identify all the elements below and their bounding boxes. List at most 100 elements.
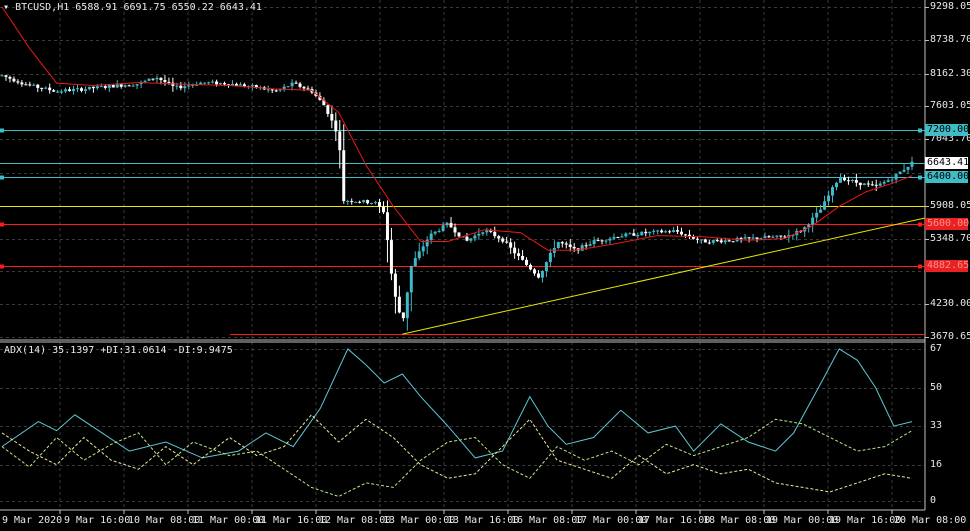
candle-body (413, 258, 417, 267)
candle-body (596, 240, 600, 242)
candle-body (497, 236, 501, 239)
time-axis-label: 10 Mar 08:00 (128, 515, 201, 526)
candle-body (64, 89, 68, 92)
candle-body (791, 235, 795, 237)
candle-body (874, 184, 878, 186)
candle-body (560, 242, 564, 244)
candle-body (652, 230, 656, 232)
candle-body (378, 202, 382, 207)
candle-body (469, 238, 473, 241)
candle-body (846, 180, 850, 182)
candle-body (266, 89, 270, 91)
candle-body (680, 231, 684, 235)
candle-body (703, 239, 707, 243)
price-axis-label: 7603.05 (930, 100, 970, 111)
candle-body (831, 187, 835, 196)
candle-body (123, 85, 127, 87)
candle-body (755, 237, 759, 239)
candle-body (32, 84, 36, 86)
candle-body (747, 237, 751, 239)
candle-body (540, 270, 544, 278)
level-handle-right-0 (918, 128, 922, 133)
candle-body (358, 201, 362, 203)
candle-body (707, 242, 711, 244)
candle-body (878, 183, 882, 186)
plus-di-line (1, 418, 913, 498)
candle-body (536, 273, 540, 278)
indicator-axis-label: 50 (930, 382, 943, 393)
candle-body (823, 201, 827, 210)
candle-body (592, 240, 596, 245)
candle-body (862, 183, 866, 186)
candle-body (40, 87, 44, 89)
indicator-axis-label: 16 (930, 459, 943, 470)
candle-body (656, 230, 660, 232)
candle-body (672, 230, 676, 232)
time-axis-label: 19 Mar 00:00 (766, 515, 839, 526)
time-axis-label: 13 Mar 00:00 (383, 515, 456, 526)
candle-body (529, 264, 533, 270)
candle-body (433, 231, 437, 234)
candle-body (751, 237, 755, 239)
candle-body (250, 85, 254, 87)
time-axis-label: 9 Mar 16:00 (64, 515, 131, 526)
candle-body (807, 224, 811, 228)
chart-collapse-icon[interactable]: ▾ (3, 2, 10, 13)
candle-body (588, 244, 592, 246)
candle-body (604, 240, 608, 242)
candle-body (298, 83, 302, 87)
candle-body (723, 240, 727, 243)
indicator-header: ADX(14) 35.1397 +DI:31.0614 -DI:9.9475 (4, 345, 233, 356)
candle-body (505, 241, 509, 243)
candle-body (906, 166, 910, 170)
candle-body (143, 80, 147, 82)
candle-body (401, 312, 405, 319)
candle-body (819, 209, 823, 213)
candle-body (318, 95, 322, 101)
candle-body (52, 90, 56, 92)
candle-body (366, 200, 370, 204)
candle-body (56, 91, 60, 93)
time-axis-label: 17 Mar 16:00 (638, 515, 711, 526)
candle-body (215, 81, 219, 85)
candle-body (485, 230, 489, 233)
time-axis-label: 17 Mar 00:00 (575, 515, 648, 526)
candle-body (234, 83, 238, 86)
candle-body (441, 225, 445, 231)
level-handle-left-1 (0, 175, 4, 180)
time-axis-label: 12 Mar 08:00 (319, 515, 392, 526)
candle-body (183, 86, 187, 89)
candle-body (866, 183, 870, 185)
candle-body (453, 227, 457, 233)
time-axis-label: 11 Mar 00:00 (192, 515, 265, 526)
candle-body (111, 84, 115, 88)
candle-body (16, 81, 20, 83)
candle-body (230, 83, 234, 86)
candle-body (513, 247, 517, 254)
candle-body (687, 234, 691, 237)
horizontal-levels[interactable] (0, 128, 925, 335)
candle-body (437, 230, 441, 232)
candlestick-series (0, 74, 914, 331)
candle-body (477, 233, 481, 236)
candle-body (811, 217, 815, 225)
adx-line (1, 348, 913, 459)
candle-body (600, 240, 604, 242)
candle-body (0, 75, 4, 77)
candle-body (79, 88, 83, 91)
candle-body (306, 88, 310, 90)
candle-body (381, 206, 385, 213)
candle-body (564, 243, 568, 245)
candle-body (87, 86, 91, 90)
candle-body (719, 240, 723, 243)
candle-body (393, 273, 397, 297)
candle-body (525, 259, 529, 265)
candle-body (211, 81, 215, 83)
candle-body (4, 75, 8, 77)
candle-body (779, 235, 783, 237)
level-handle-left-2 (0, 222, 4, 227)
trendline[interactable] (402, 217, 926, 335)
candle-body (632, 233, 636, 236)
candle-body (517, 253, 521, 256)
